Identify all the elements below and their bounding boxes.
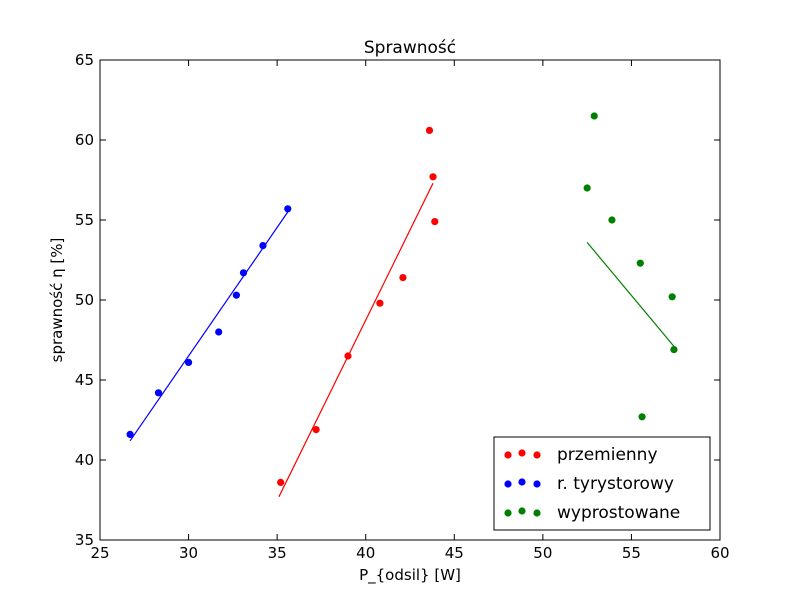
data-point — [583, 184, 591, 192]
x-tick-label: 40 — [356, 544, 375, 562]
data-point — [638, 413, 646, 421]
legend-marker — [518, 478, 526, 486]
y-tick-label: 40 — [75, 451, 94, 469]
legend-marker — [504, 480, 512, 488]
legend-label: przemienny — [557, 445, 658, 465]
data-point — [344, 352, 352, 360]
y-tick-label: 60 — [75, 131, 94, 149]
data-point — [184, 358, 193, 366]
data-point — [636, 259, 644, 267]
series-layer — [126, 112, 678, 498]
chart-title: Sprawność — [364, 38, 456, 58]
data-point — [429, 173, 437, 181]
data-point — [126, 430, 134, 438]
legend-marker — [504, 451, 512, 459]
axes-layer: 25 30 35 40 45 50 55 60 35 40 45 50 55 60 65 — [75, 51, 730, 562]
x-tick-label: 30 — [179, 544, 198, 562]
data-point — [431, 218, 439, 226]
fit-line — [129, 211, 289, 442]
x-tick-label: 25 — [90, 544, 109, 562]
data-point — [259, 242, 267, 250]
x-axis-label: P_{odsil} [W] — [359, 566, 461, 585]
data-point — [425, 126, 434, 134]
legend-marker — [518, 507, 526, 515]
data-point — [239, 269, 248, 277]
y-tick-label: 50 — [75, 291, 94, 309]
legend: przemienny r. tyrystorowy wyprostowane — [493, 436, 711, 531]
legend-entry: wyprostowane — [504, 503, 680, 523]
x-tick-label: 55 — [622, 544, 641, 562]
y-tick-label: 65 — [75, 51, 94, 69]
data-point — [668, 293, 676, 301]
legend-marker — [518, 449, 526, 457]
x-tick-label: 35 — [268, 544, 287, 562]
fit-line — [586, 242, 675, 347]
data-point — [399, 274, 407, 282]
fit-line — [278, 182, 434, 498]
legend-label: r. tyrystorowy — [557, 474, 674, 494]
data-point — [608, 216, 616, 224]
legend-box — [493, 436, 711, 531]
data-point — [284, 205, 292, 213]
x-tick-label: 60 — [710, 544, 729, 562]
y-tick-label: 55 — [75, 211, 94, 229]
data-point — [154, 389, 163, 397]
data-point — [376, 299, 384, 307]
data-point — [590, 112, 598, 120]
data-point — [312, 426, 320, 434]
legend-marker — [533, 480, 541, 488]
legend-marker — [533, 451, 541, 459]
series-0 — [277, 126, 439, 498]
legend-entry: r. tyrystorowy — [504, 474, 674, 494]
y-tick-label: 35 — [75, 531, 94, 549]
data-point — [232, 291, 240, 299]
y-tick-label: 45 — [75, 371, 94, 389]
legend-entry: przemienny — [504, 445, 658, 465]
legend-label: wyprostowane — [557, 503, 680, 523]
data-point — [277, 478, 285, 486]
legend-marker — [533, 509, 541, 517]
y-axis-label: sprawność η [%] — [48, 238, 66, 363]
data-point — [670, 346, 678, 354]
data-point — [215, 328, 223, 336]
series-2 — [583, 112, 678, 421]
x-tick-label: 45 — [445, 544, 464, 562]
x-tick-label: 50 — [533, 544, 552, 562]
series-1 — [126, 205, 292, 442]
legend-marker — [504, 509, 512, 517]
